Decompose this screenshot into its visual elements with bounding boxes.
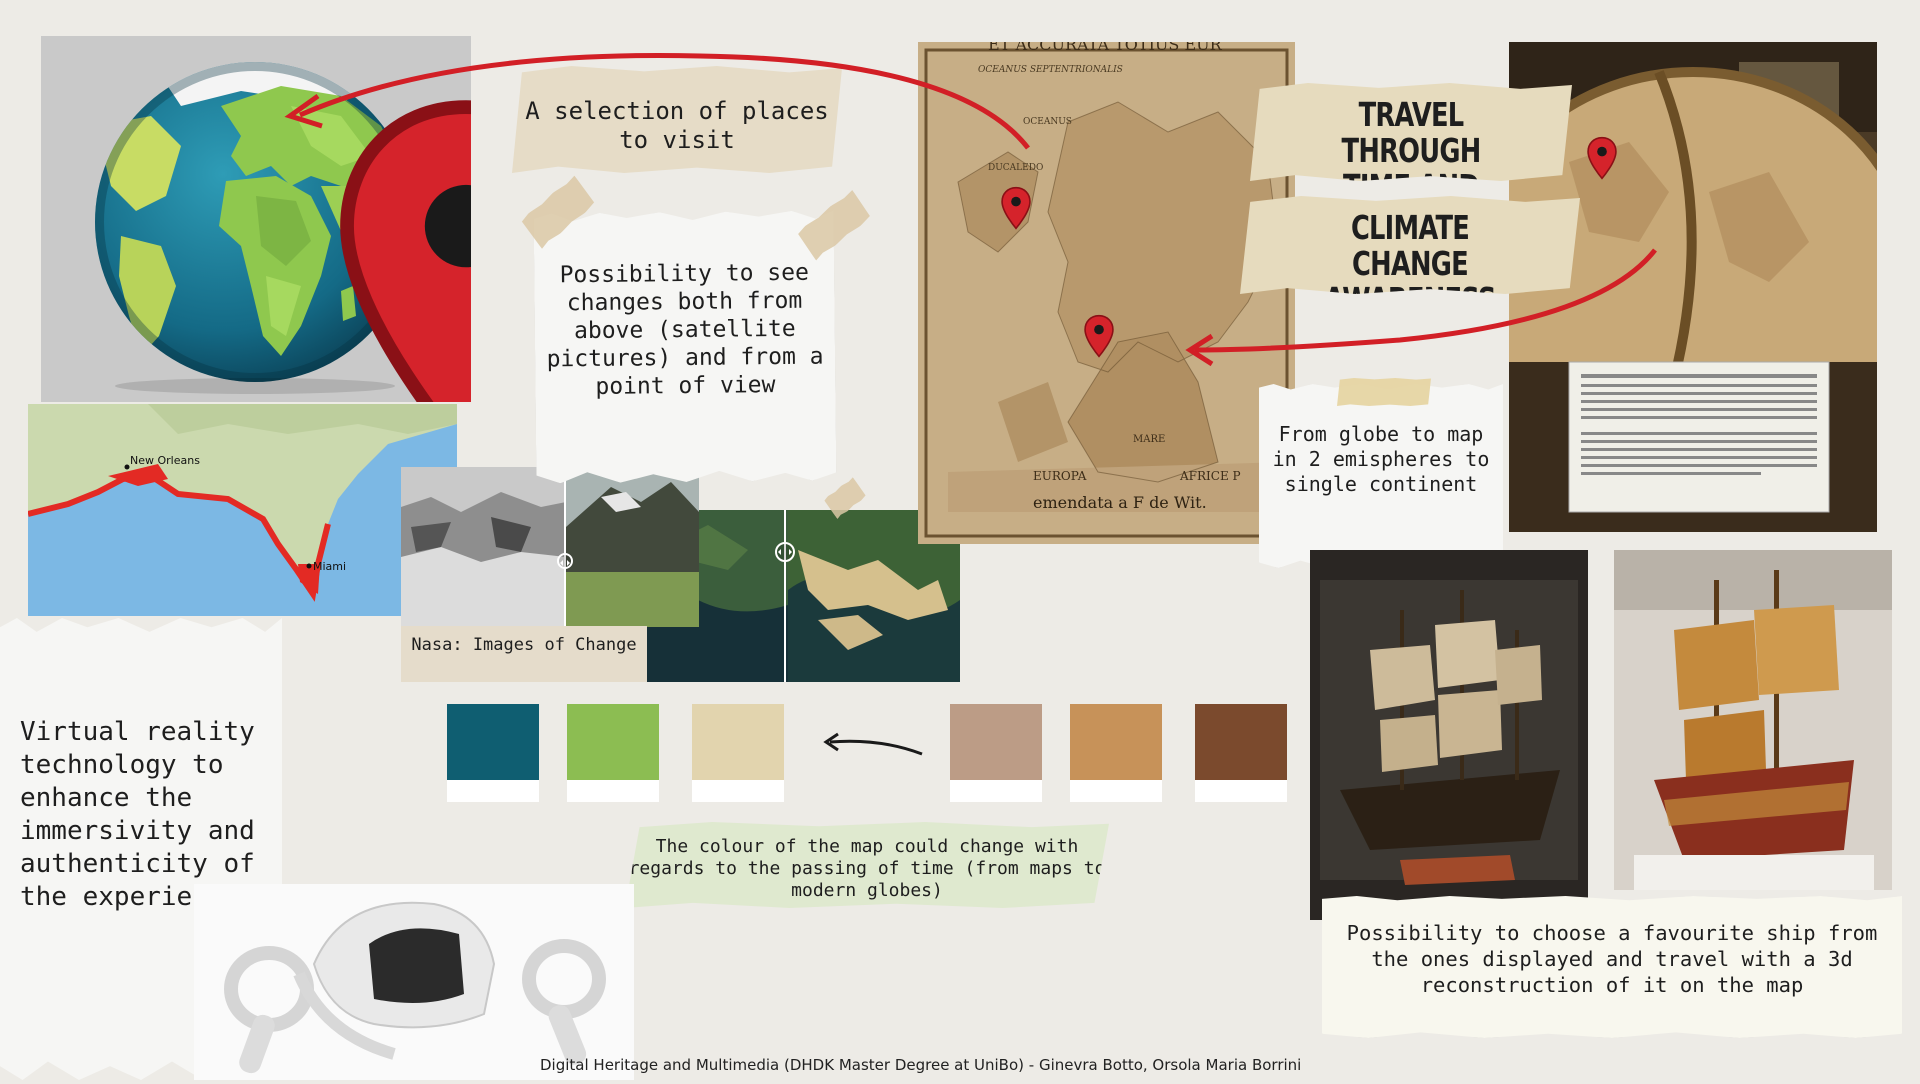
swatch-fill [447, 704, 539, 780]
vr-headset-illustration [194, 884, 634, 1080]
map-mare-label: MARE [1133, 434, 1165, 445]
vr-headset-image [194, 884, 634, 1080]
antique-map: ET ACCURATA TOTIUS EUR OCEANUS SEPTENTRI… [918, 42, 1295, 544]
climate-label-content: CLIMATE CHANGE AWARENESS [1324, 208, 1496, 319]
selection-label: A selection of places to visit [512, 66, 842, 173]
map-pin-icon [340, 100, 471, 402]
swatch-fill [692, 704, 784, 780]
climate-label: CLIMATE CHANGE AWARENESS [1240, 196, 1580, 294]
map-ocean-label: OCEANUS [1023, 117, 1072, 127]
vr-note-text: Virtual reality technology to enhance th… [20, 717, 255, 912]
palette-caption: The colour of the map could change with … [625, 822, 1109, 908]
map-region-label: DUCALEDO [988, 163, 1043, 173]
map-header-text: ET ACCURATA TOTIUS EUR [988, 42, 1223, 54]
map-label-new-orleans: New Orleans [130, 454, 200, 467]
selection-label-text: A selection of places to visit [525, 97, 829, 154]
travel-label: TRAVEL THROUGH TIME AND SPACE [1250, 83, 1572, 181]
glacier-comparison-image [401, 467, 699, 627]
antique-europe-map-photo: ET ACCURATA TOTIUS EUR OCEANUS SEPTENTRI… [918, 42, 1295, 544]
palette-swatch-3 [692, 704, 784, 802]
glacier-photo [401, 467, 699, 627]
palette-caption-text: The colour of the map could change with … [628, 836, 1106, 901]
ship-caption-text: Possibility to choose a favourite ship f… [1346, 921, 1878, 997]
comparison-slider-handle[interactable] [775, 542, 795, 562]
swatch-fill [1195, 704, 1287, 780]
comparison-slider-line[interactable] [784, 510, 786, 682]
nasa-caption: Nasa: Images of Change [401, 626, 647, 682]
glacier-slider-handle[interactable] [557, 553, 573, 569]
galleon-model-photo [1310, 550, 1588, 920]
ornate-ship-model-photo [1614, 550, 1892, 890]
palette-swatch-1 [447, 704, 539, 802]
map-pin-icon [1001, 186, 1031, 230]
map-ocean-text: OCEANUS SEPTENTRIONALIS [978, 65, 1123, 75]
map-label-miami: Miami [313, 560, 346, 573]
possibility-note-text: Possibility to see changes both from abo… [546, 259, 824, 400]
palette-swatch-4 [950, 704, 1042, 802]
globe-to-map-text: From globe to map in 2 emispheres to sin… [1272, 422, 1490, 496]
low-poly-globe-image [41, 36, 471, 402]
map-footer-text: emendata a F de Wit. [1033, 493, 1207, 512]
nasa-caption-text: Nasa: Images of Change [411, 635, 637, 655]
map-pin-icon [1587, 136, 1617, 180]
map-europa-label: EUROPA [1033, 469, 1087, 483]
ship-caption: Possibility to choose a favourite ship f… [1322, 896, 1902, 1038]
palette-arrow-icon [823, 732, 923, 756]
swatch-fill [1070, 704, 1162, 780]
palette-swatch-6 [1195, 704, 1287, 802]
swatch-fill [950, 704, 1042, 780]
ornate-ship-model [1614, 550, 1892, 890]
swatch-fill [567, 704, 659, 780]
glacier-slider-line[interactable] [564, 467, 566, 627]
footer-credits: Digital Heritage and Multimedia (DHDK Ma… [540, 1056, 1302, 1074]
possibility-note: Possibility to see changes both from abo… [534, 210, 837, 483]
globe-to-map-note: From globe to map in 2 emispheres to sin… [1259, 384, 1503, 568]
galleon-model [1310, 550, 1588, 920]
map-pin-icon [1084, 314, 1114, 358]
palette-swatch-5 [1070, 704, 1162, 802]
map-africa-label: AFRICE P [1179, 469, 1241, 483]
gulf-coast-map: New Orleans Miami [28, 404, 457, 616]
tape-decoration [1337, 378, 1431, 406]
sea-level-rise-map: New Orleans Miami [28, 404, 457, 616]
palette-swatch-2 [567, 704, 659, 802]
